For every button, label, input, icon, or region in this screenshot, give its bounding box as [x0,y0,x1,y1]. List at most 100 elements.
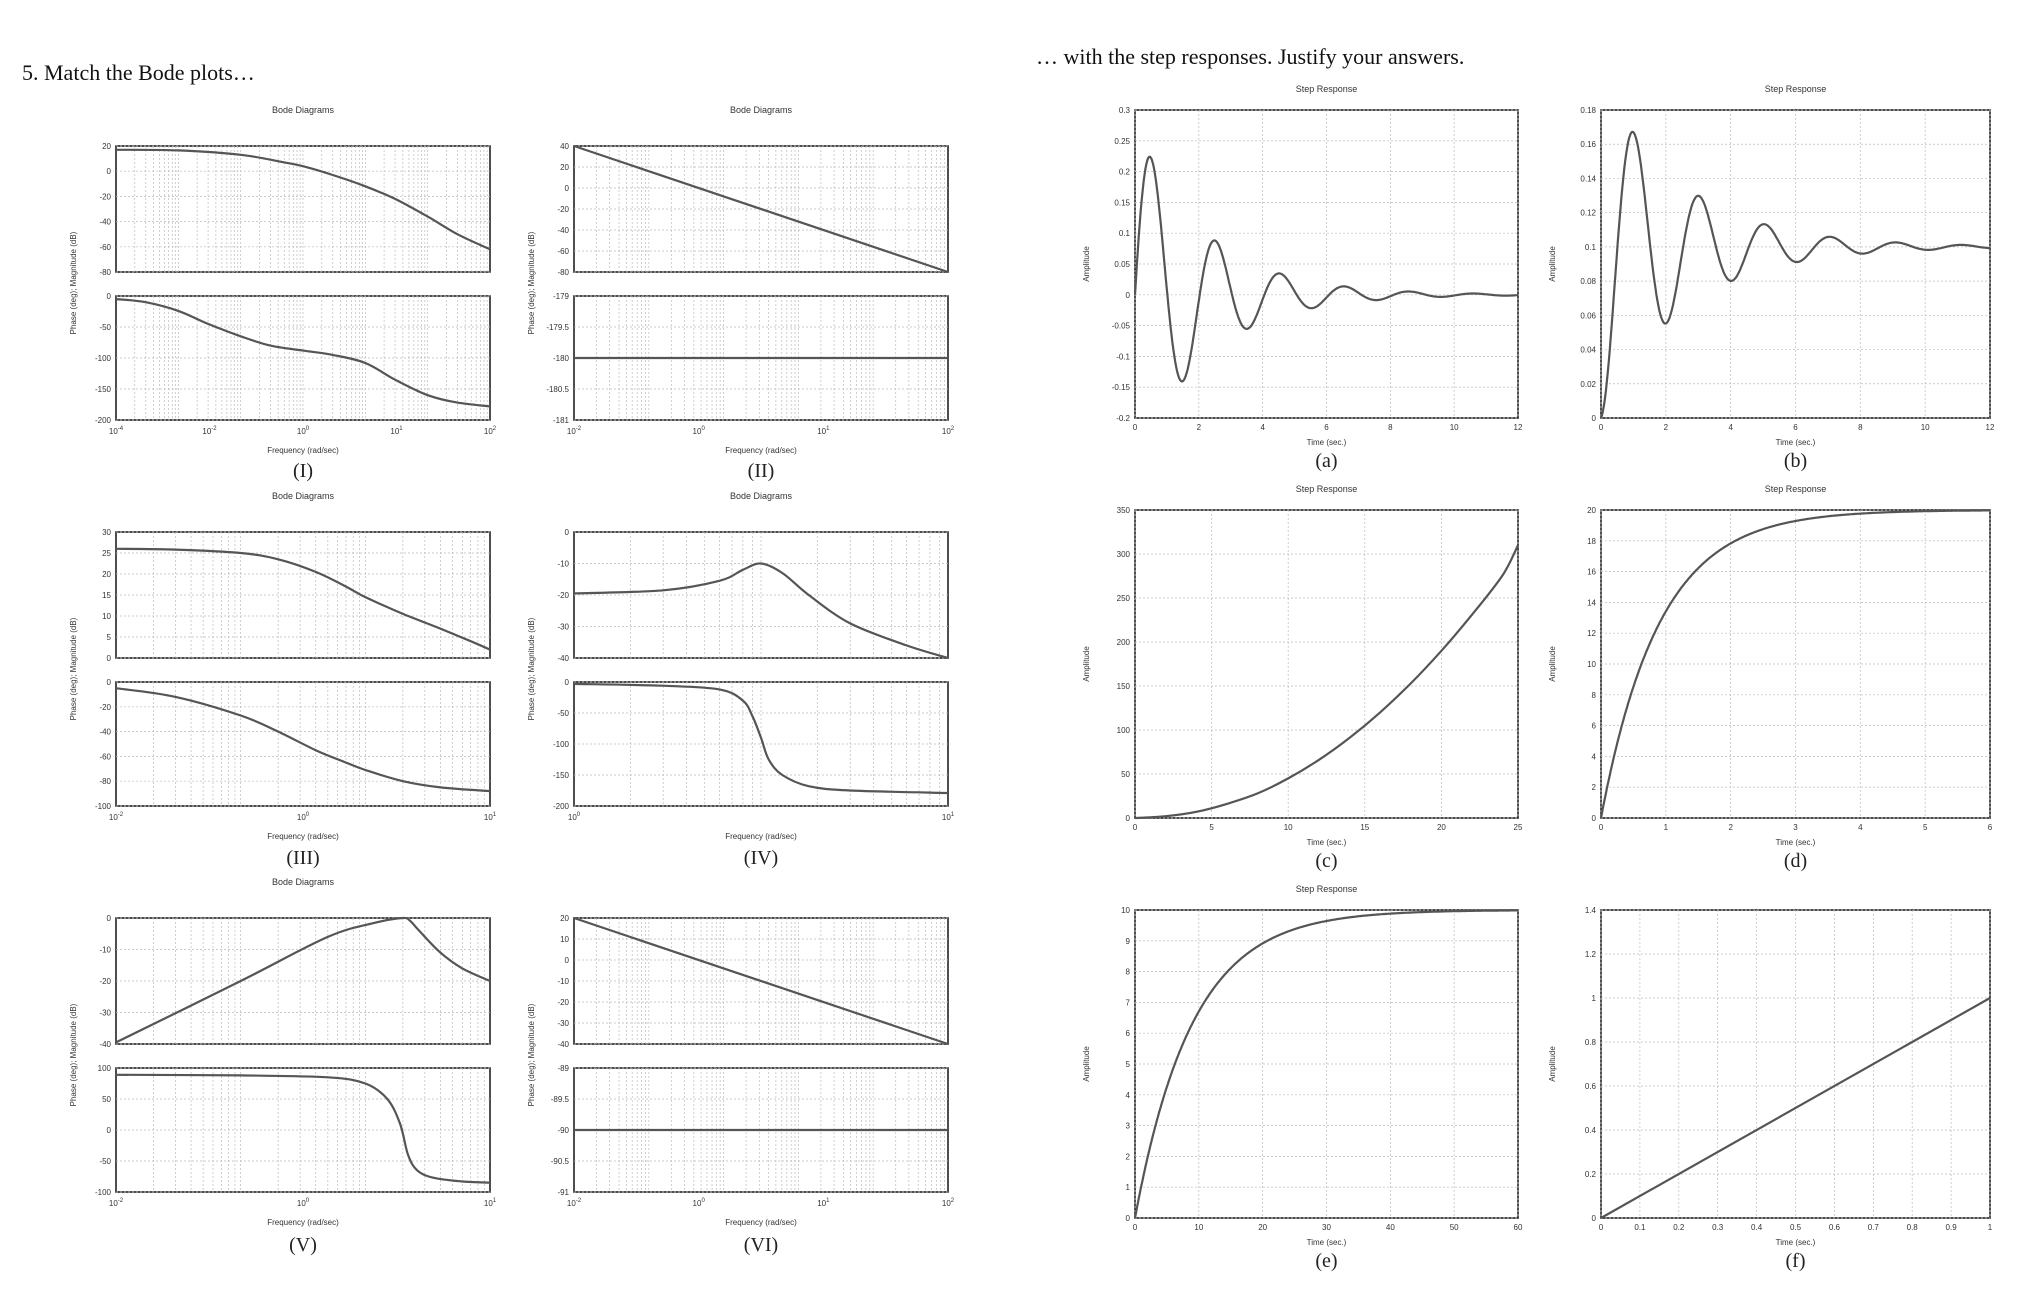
step-a-xtick: 10 [1450,423,1459,432]
step-b-plot-ytick: 0.14 [1580,174,1596,183]
step-b-xlabel: Time (sec.) [1776,438,1816,447]
step-e-xtick: 50 [1450,1223,1459,1232]
bode-iii-magnitude-ytick: 15 [102,591,111,600]
bode-ii-xtick: 100 [693,426,706,436]
step-c-xlabel: Time (sec.) [1307,838,1347,847]
step-c-plot-ytick: 350 [1117,506,1131,515]
step-b-ylabel: Amplitude [1548,246,1557,282]
bode-i-magnitude-ytick: -80 [99,268,111,277]
bode-i-phase-ytick: -100 [95,354,112,363]
step-c-plot-ytick: 0 [1126,814,1131,823]
step-a-xtick: 6 [1324,423,1329,432]
step-b-plot-ytick: 0.02 [1580,380,1596,389]
bode-iv-magnitude-ytick: -20 [557,591,569,600]
bode-vi-phase-ytick: -90.5 [551,1157,570,1166]
bode-ii-phase-ytick: -179 [553,292,570,301]
step-e-xtick: 10 [1194,1223,1203,1232]
step-a-plot-ytick: -0.2 [1116,414,1130,423]
step-d-xtick: 2 [1728,823,1733,832]
bode-i-xtick: 101 [390,426,403,436]
bode-ii-ylabel: Phase (deg); Magnitude (dB) [527,231,536,334]
step-c-plot-ytick: 100 [1117,726,1131,735]
bode-iv-magnitude-ytick: 0 [565,528,570,537]
step-b-xtick: 4 [1728,423,1733,432]
bode-ii-xtick: 10-2 [567,426,582,436]
step-e-plot-ytick: 5 [1126,1060,1131,1069]
step-a-xtick: 0 [1133,423,1138,432]
step-d-plot-ytick: 8 [1592,691,1597,700]
bode-iv-xlabel: Frequency (rad/sec) [725,832,797,841]
step-f-xtick: 0.1 [1634,1223,1646,1232]
bode-v-magnitude-ytick: -30 [99,1009,111,1018]
bode-iii-phase-ytick: 0 [107,678,112,687]
bode-ii-phase-ytick: -179.5 [546,323,569,332]
bode-vi-magnitude-curve [573,916,949,1046]
step-e-plot-ytick: 10 [1121,906,1130,915]
step-a-xtick: 8 [1388,423,1393,432]
bode-iv-phase-ytick: -150 [553,771,570,780]
step-d-xtick: 0 [1599,823,1604,832]
bode-i-magnitude-ytick: -60 [99,243,111,252]
bode-vi-xtick: 101 [817,1198,830,1208]
bode-iii-phase-ytick: -100 [95,802,112,811]
bode-vi-xlabel: Frequency (rad/sec) [725,1218,797,1227]
step-e-plot-grid [1134,909,1519,1219]
bode-iv-magnitude-curve [573,562,949,660]
step-a-title: Step Response [1296,84,1358,94]
step-f-plot-ytick: 1 [1592,994,1597,1003]
bode-i-xtick: 100 [297,426,310,436]
step-a-plot-ytick: 0.05 [1114,260,1130,269]
bode-iii-title: Bode Diagrams [272,491,335,501]
bode-iii-magnitude-ytick: 25 [102,549,111,558]
bode-ii-magnitude-ytick: -60 [557,247,569,256]
bode-i-phase-ytick: -150 [95,385,112,394]
step-b-caption: (b) [1784,450,1807,472]
bode-vi-xtick: 10-2 [567,1198,582,1208]
bode-v-chart: Bode Diagrams0-10-20-30-40100500-50-1001… [69,877,497,1256]
bode-iii-ylabel: Phase (deg); Magnitude (dB) [69,617,78,720]
bode-v-xlabel: Frequency (rad/sec) [267,1218,339,1227]
step-f-plot-grid [1600,909,1991,1219]
step-c-plot-ytick: 50 [1121,770,1130,779]
step-e-plot-ytick: 3 [1126,1122,1131,1131]
step-d-xtick: 4 [1858,823,1863,832]
step-e-plot-ytick: 6 [1126,1029,1131,1038]
step-f-plot-ytick: 0.6 [1585,1082,1597,1091]
step-e-plot-ytick: 9 [1126,937,1131,946]
bode-v-phase-ytick: -100 [95,1188,112,1197]
step-d-xtick: 5 [1923,823,1928,832]
step-c-plot-frame [1134,509,1519,819]
step-c-title: Step Response [1296,484,1358,494]
step-a-caption: (a) [1315,450,1337,472]
bode-i-phase-curve [115,298,491,408]
step-b-chart: Step Response 0 0.02 0.04 0.06 0.08 0.1 0.12 0.1… [1548,84,1995,472]
bode-vi-magnitude-ytick: -10 [557,977,569,986]
step-b-xtick: 0 [1599,423,1604,432]
bode-iii-chart: Bode Diagrams 30 25 20 15 10 5 0 0 -20 -40 -60 -80 -1… [69,491,497,869]
step-b-plot-grid [1600,109,1991,419]
step-b-xtick: 6 [1793,423,1798,432]
bode-v-magnitude-grid [116,917,490,1045]
step-f-plot-ytick: 0.4 [1585,1126,1597,1135]
step-b-xtick: 12 [1986,423,1995,432]
bode-iii-magnitude-ytick: 0 [107,654,112,663]
bode-v-phase-grid [116,1067,490,1193]
bode-iii-xtick: 100 [297,812,310,822]
step-f-plot-ytick: 0 [1592,1214,1597,1223]
bode-ii-magnitude-ytick: -40 [557,226,569,235]
step-d-title: Step Response [1765,484,1827,494]
step-a-plot-ytick: 0.2 [1119,168,1131,177]
bode-i-phase-ytick: -50 [99,323,111,332]
bode-ii-magnitude-ytick: -20 [557,205,569,214]
step-e-ylabel: Amplitude [1082,1046,1091,1082]
step-b-plot-ytick: 0 [1592,414,1597,423]
bode-i-xtick: 10-2 [202,426,217,436]
bode-iii-magnitude-ytick: 20 [102,570,111,579]
step-c-xtick: 15 [1360,823,1369,832]
bode-vi-magnitude-ytick: -20 [557,998,569,1007]
bode-iv-phase-curve [573,682,949,795]
step-d-plot-grid [1600,509,1991,819]
step-d-plot-ytick: 18 [1587,537,1596,546]
bode-ii-xtick: 101 [817,426,830,436]
